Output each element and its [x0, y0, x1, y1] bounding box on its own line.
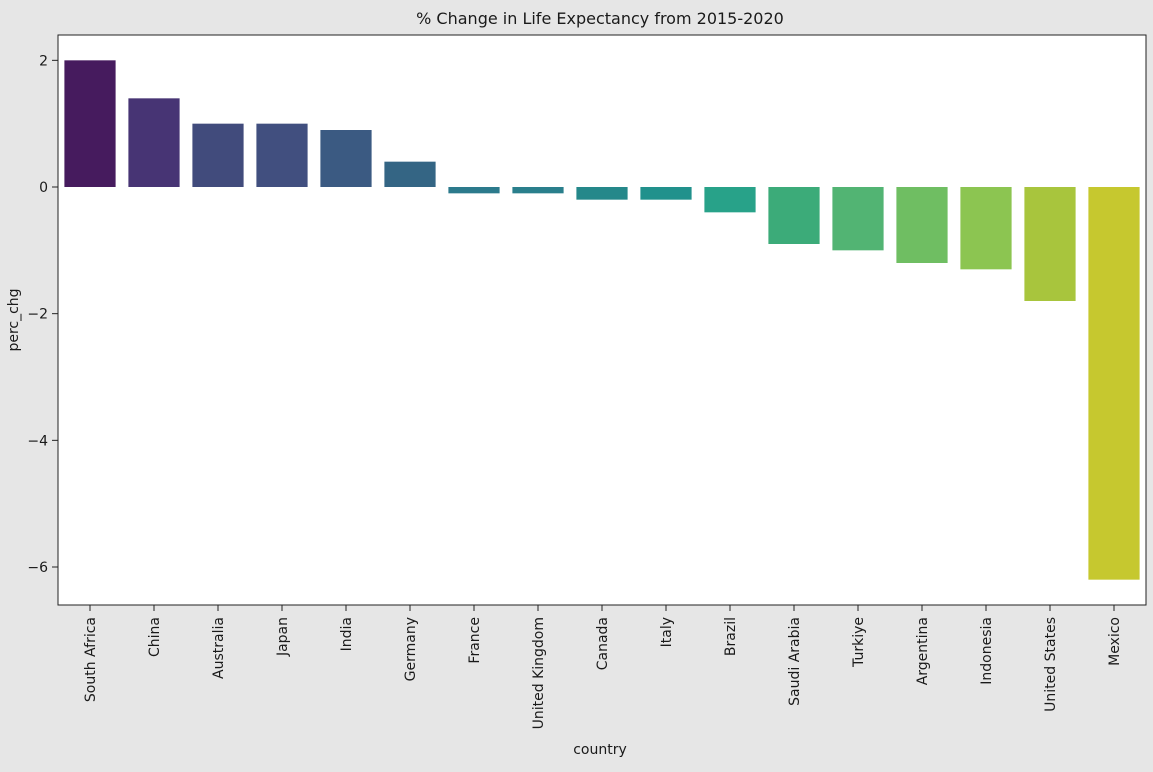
bar-argentina [896, 187, 948, 263]
bar-united-states [1024, 187, 1076, 301]
bar-saudi-arabia [768, 187, 820, 244]
bar-united-kingdom [512, 187, 564, 194]
x-tick-label: France [467, 617, 483, 664]
plot-frame [57, 34, 1147, 606]
x-tick-label: Brazil [723, 617, 739, 656]
y-axis-label: perc_chg [6, 288, 22, 351]
y-tick-label: 0 [39, 180, 48, 196]
bar-turkiye [832, 187, 884, 251]
bar-indonesia [960, 187, 1012, 270]
x-tick-label: India [339, 617, 355, 651]
x-axis-ticks: South Africa China Australia Japan India Germ… [83, 605, 1123, 729]
x-tick-label: China [147, 617, 163, 657]
bar-india [320, 130, 372, 187]
x-tick-label: United States [1043, 617, 1059, 712]
bar-france [448, 187, 500, 194]
x-tick-label: South Africa [83, 617, 99, 702]
bar-italy [640, 187, 692, 200]
x-tick-label: Argentina [915, 617, 931, 685]
plot-area [58, 35, 1146, 605]
x-tick-label: Saudi Arabia [787, 617, 803, 706]
y-tick-label: −2 [27, 307, 48, 323]
bars-group [64, 60, 1140, 580]
y-tick-label: 2 [39, 53, 48, 69]
bar-germany [384, 161, 436, 187]
y-axis-ticks: 2 0 −2 −4 −6 [27, 53, 58, 576]
x-tick-label: Germany [403, 617, 419, 681]
y-tick-label: −4 [27, 433, 48, 449]
x-tick-label: United Kingdom [531, 617, 547, 729]
x-tick-label: Indonesia [979, 617, 995, 685]
chart-title: % Change in Life Expectancy from 2015-20… [416, 9, 784, 28]
bar-mexico [1088, 187, 1140, 580]
x-axis-label: country [573, 742, 627, 758]
y-tick-label: −6 [27, 560, 48, 576]
x-tick-label: Canada [595, 617, 611, 670]
x-tick-label: Turkiye [851, 617, 867, 668]
bar-china [128, 98, 180, 187]
x-tick-label: Australia [211, 617, 227, 679]
x-tick-label: Mexico [1107, 617, 1123, 666]
bar-south-africa [64, 60, 116, 188]
x-tick-label: Japan [275, 617, 291, 657]
bar-canada [576, 187, 628, 200]
bar-australia [192, 123, 244, 187]
x-tick-label: Italy [659, 617, 675, 647]
bar-japan [256, 123, 308, 187]
bar-brazil [704, 187, 756, 213]
